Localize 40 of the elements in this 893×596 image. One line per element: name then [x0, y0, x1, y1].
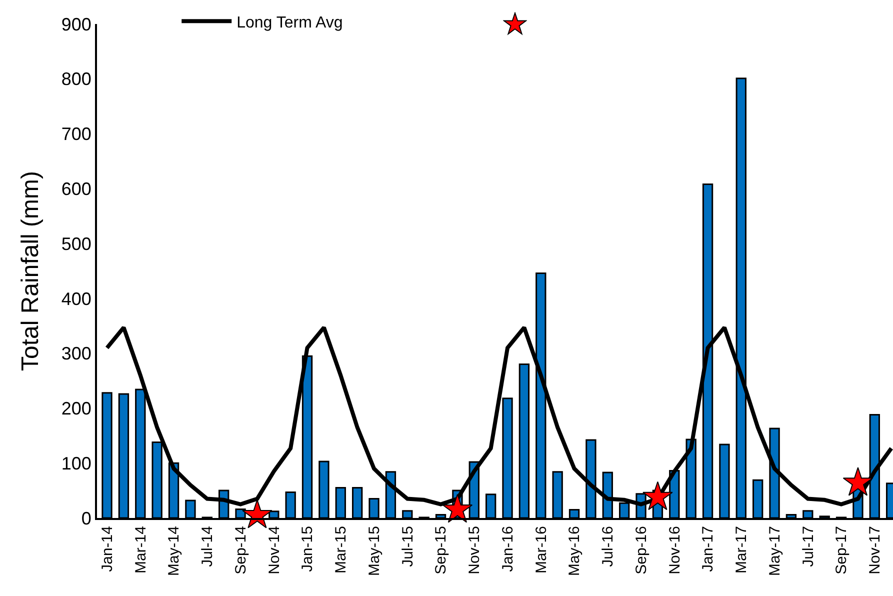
x-tick-label: Mar-14 [132, 526, 150, 574]
x-tick-label: Jan-15 [299, 526, 316, 572]
x-tick-label: Nov-16 [666, 526, 684, 574]
x-tick-label: Jul-15 [399, 526, 416, 567]
x-tick-label: Jul-16 [600, 526, 617, 567]
y-tick-label: 600 [61, 178, 92, 199]
y-axis-title: Total Rainfall (mm) [17, 170, 44, 372]
x-tick-label: Sep-16 [632, 526, 650, 574]
x-tick-label: Mar-16 [532, 526, 550, 574]
x-tick-label: Nov-17 [866, 526, 884, 574]
x-tick-label: Nov-14 [266, 526, 283, 574]
x-tick-label: Jan-16 [499, 526, 516, 572]
x-tick-label: May-14 [166, 526, 183, 576]
x-tick-label: Jan-14 [98, 526, 116, 572]
legend-label: Long Term Avg [236, 14, 343, 32]
y-tick-label: 100 [61, 453, 92, 474]
x-tick-label: Nov-15 [466, 526, 484, 574]
x-tick-label: Mar-15 [332, 526, 350, 574]
point [642, 481, 673, 510]
x-tick-label: Sep-17 [833, 526, 850, 574]
x-tick-label: Jan-17 [700, 526, 717, 572]
y-tick-label: 0 [81, 508, 92, 528]
x-tick-label: Sep-15 [432, 526, 450, 574]
x-tick-label: Jul-14 [199, 526, 216, 567]
point [842, 466, 874, 496]
y-tick-label: 200 [61, 398, 92, 419]
y-tick-label: 300 [61, 344, 92, 364]
y-tick-label: 500 [61, 234, 92, 254]
y-tick-label: 400 [61, 288, 92, 309]
x-tick-label: Mar-17 [733, 526, 750, 574]
y-tick-label: 800 [61, 69, 92, 90]
y-tick-label: 700 [61, 124, 92, 144]
x-tick-label: Jul-17 [800, 526, 817, 567]
x-tick-label: Sep-14 [232, 526, 250, 574]
point [442, 494, 473, 523]
x-tick-label: May-17 [766, 526, 784, 576]
point [242, 499, 272, 528]
x-tick-label: May-15 [366, 526, 383, 576]
y-tick-label: 900 [61, 14, 92, 34]
x-tick-label: May-16 [566, 526, 584, 576]
